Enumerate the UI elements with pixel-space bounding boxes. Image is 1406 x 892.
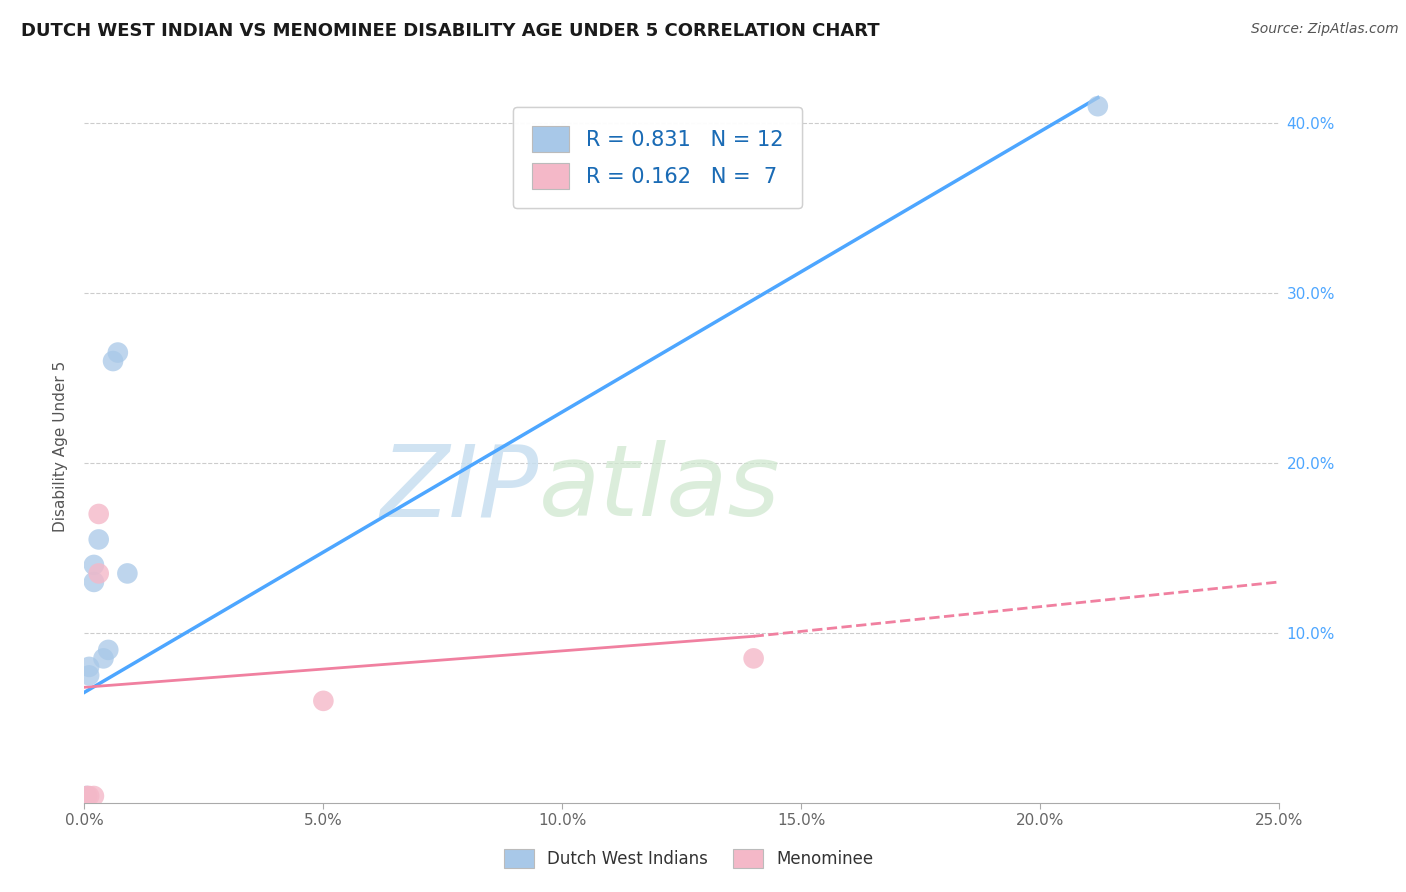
Point — [312, 694, 335, 708]
Point — [77, 789, 100, 803]
Text: Source: ZipAtlas.com: Source: ZipAtlas.com — [1251, 22, 1399, 37]
Point — [83, 789, 105, 803]
Text: ZIP: ZIP — [380, 441, 538, 537]
Point — [76, 789, 98, 803]
Point — [97, 643, 120, 657]
Point — [117, 566, 139, 581]
Point — [77, 668, 100, 682]
Text: DUTCH WEST INDIAN VS MENOMINEE DISABILITY AGE UNDER 5 CORRELATION CHART: DUTCH WEST INDIAN VS MENOMINEE DISABILIT… — [21, 22, 880, 40]
Point — [76, 789, 98, 803]
Text: atlas: atlas — [538, 441, 780, 537]
Point — [77, 660, 100, 674]
Point — [1087, 99, 1109, 113]
Point — [83, 558, 105, 572]
Point — [93, 651, 115, 665]
Point — [107, 345, 129, 359]
Legend: Dutch West Indians, Menominee: Dutch West Indians, Menominee — [498, 842, 880, 875]
Point — [87, 507, 110, 521]
Point — [101, 354, 124, 368]
Point — [83, 574, 105, 589]
Point — [87, 533, 110, 547]
Point — [87, 566, 110, 581]
Legend: R = 0.831   N = 12, R = 0.162   N =  7: R = 0.831 N = 12, R = 0.162 N = 7 — [513, 107, 803, 208]
Point — [742, 651, 765, 665]
Y-axis label: Disability Age Under 5: Disability Age Under 5 — [53, 360, 69, 532]
